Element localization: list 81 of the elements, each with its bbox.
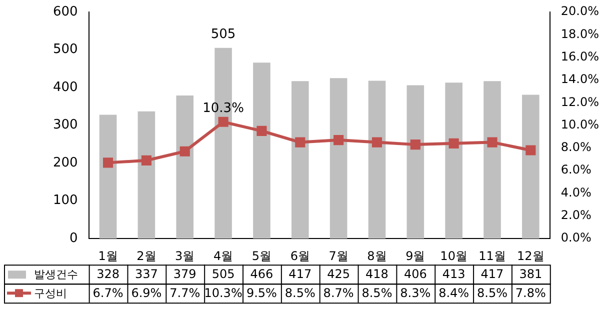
point [487,137,498,148]
y-tick-label: 400 [52,80,78,95]
point [526,145,536,156]
y2-tick-label: 16.0% [560,49,600,64]
data-label: 9.5% [246,286,277,300]
bar [253,62,270,239]
x-tick-label: 6월 [290,248,310,263]
data-label: 381 [519,267,542,282]
y-tick-label: 200 [52,155,78,170]
point [410,140,420,150]
data-label: 417 [480,267,504,282]
y2-tick-label: 4.0% [560,185,592,200]
bar [291,81,309,239]
bar [138,111,156,239]
data-label: 417 [288,267,312,282]
data-label: 7.7% [170,286,200,300]
y-tick-label: 300 [52,118,78,133]
point [372,137,382,148]
x-tick-label: 4월 [213,248,234,263]
legend-label: 구성비 [34,286,67,300]
y2-tick-label: 18.0% [560,26,600,41]
x-tick-label: 7월 [328,248,348,263]
bar [445,82,462,239]
annotation: 10.3% [202,100,244,116]
data-label: 8.3% [400,286,431,300]
bar [484,81,501,239]
x-tick-label: 12월 [517,248,544,263]
data-label: 8.5% [476,286,508,300]
data-label: 337 [134,267,158,282]
point [256,126,267,136]
bar [330,78,348,239]
y2-tick-label: 2.0% [560,208,592,222]
x-tick-label: 9월 [406,248,426,263]
data-label: 8.5% [284,286,316,300]
bar [368,80,386,239]
data-label: 328 [96,267,120,282]
x-tick-label: 8월 [367,248,387,263]
point [218,116,228,127]
point [180,146,190,156]
data-label: 466 [250,267,274,282]
x-tick-label: 3월 [175,248,195,263]
y-tick-label: 100 [52,193,78,208]
point [102,158,114,168]
data-label: 406 [404,267,427,282]
y2-tick-label: 0.0% [560,230,592,245]
point [448,138,459,148]
legend-label: 발생건수 [34,268,78,281]
data-label: 413 [442,267,466,282]
data-label: 8.4% [438,286,470,300]
data-label: 418 [366,267,388,282]
point [334,134,344,146]
x-tick-label: 10월 [440,248,468,263]
bar [406,85,424,239]
data-label: 8.5% [362,286,392,300]
point [141,155,152,166]
data-label: 505 [212,267,235,282]
x-tick-label: 2월 [136,248,156,263]
x-tick-label: 1월 [98,248,118,263]
point [295,137,306,148]
y-tick-label: 0 [70,230,78,246]
y2-tick-label: 8.0% [560,140,592,154]
y2-tick-label: 6.0% [560,162,592,177]
data-label: 425 [327,267,350,282]
y2-tick-label: 10.0% [560,117,600,132]
bar [99,114,117,239]
y2-tick-label: 12.0% [560,94,600,109]
y-tick-label: 500 [52,42,78,58]
data-label: 6.7% [92,286,124,300]
x-tick-label: 5월 [252,248,272,263]
data-label: 379 [173,267,196,282]
annotation: 505 [210,26,236,42]
y-tick-label: 600 [52,4,78,20]
x-tick-label: 11월 [478,248,506,263]
bar [522,94,540,239]
bar [176,95,194,239]
y2-tick-label: 20.0% [560,4,600,18]
data-label: 8.7% [323,286,354,300]
data-label: 10.3% [204,286,242,300]
data-label: 7.8% [515,286,546,300]
data-label: 6.9% [131,286,162,300]
y2-tick-label: 14.0% [560,72,600,86]
